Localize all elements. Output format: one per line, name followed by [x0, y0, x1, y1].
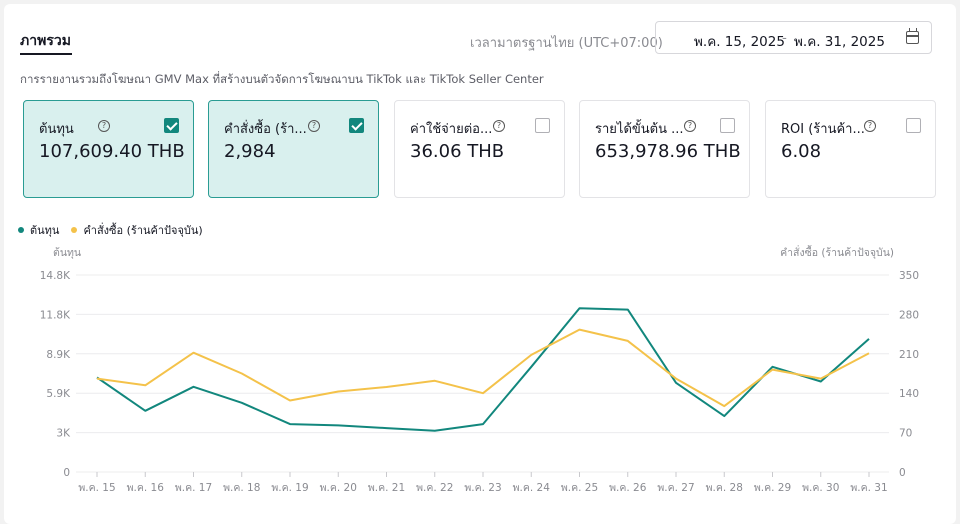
chart-legend: ต้นทุน คำสั่งซื้อ (ร้านค้าปัจจุบัน) [18, 221, 215, 239]
timezone-label: เวลามาตรฐานไทย (UTC+07:00) [470, 36, 663, 51]
metric-card-cost-per-order[interactable]: ค่าใช้จ่ายต่อ... ? 36.06 THB [394, 100, 565, 198]
y-right-tick-label: 350 [899, 270, 919, 282]
metric-label: รายได้ขั้นต้น ... [595, 122, 684, 137]
help-icon[interactable]: ? [493, 120, 505, 132]
metric-checkbox[interactable] [906, 118, 921, 133]
tab-underline [20, 53, 72, 55]
metric-checkbox[interactable] [349, 118, 364, 133]
metric-value: 107,609.40 THB [39, 141, 185, 162]
x-tick-label: พ.ค. 21 [368, 482, 405, 494]
metric-checkbox[interactable] [720, 118, 735, 133]
y-right-tick-label: 140 [899, 388, 919, 400]
y-left-tick-label: 14.8K [40, 270, 71, 282]
metric-value: 2,984 [224, 141, 276, 162]
y-right-tick-label: 70 [899, 428, 912, 440]
x-tick-label: พ.ค. 26 [609, 482, 647, 494]
metric-value: 6.08 [781, 141, 822, 162]
orders-series-line [96, 328, 870, 408]
metric-checkbox[interactable] [164, 118, 179, 133]
x-tick-label: พ.ค. 18 [223, 482, 260, 494]
x-tick-label: พ.ค. 20 [320, 482, 357, 494]
date-separator: - [782, 30, 787, 46]
calendar-icon[interactable] [906, 28, 919, 44]
x-tick-label: พ.ค. 25 [561, 482, 598, 494]
legend-item-cost[interactable]: ต้นทุน [18, 221, 59, 239]
metric-card-gross-revenue[interactable]: รายได้ขั้นต้น ... ? 653,978.96 THB [579, 100, 750, 198]
tab-overview[interactable]: ภาพรวม [20, 33, 71, 49]
x-tick-label: พ.ค. 29 [754, 482, 791, 494]
left-axis-title: ต้นทุน [53, 247, 82, 259]
y-left-tick-label: 11.8K [40, 309, 71, 321]
date-start[interactable]: พ.ค. 15, 2025 [694, 34, 785, 50]
y-right-tick-label: 210 [899, 349, 919, 361]
y-left-tick-label: 3K [56, 428, 71, 440]
x-tick-label: พ.ค. 27 [657, 482, 694, 494]
right-axis-title: คำสั่งซื้อ (ร้านค้าปัจจุบัน) [780, 247, 894, 259]
x-tick-label: พ.ค. 16 [127, 482, 165, 494]
x-tick-label: พ.ค. 19 [271, 482, 308, 494]
y-right-tick-label: 280 [899, 309, 919, 321]
y-left-tick-label: 8.9K [46, 349, 71, 361]
legend-item-orders[interactable]: คำสั่งซื้อ (ร้านค้าปัจจุบัน) [71, 221, 203, 239]
legend-dot-icon [71, 227, 78, 233]
y-right-tick-label: 0 [899, 467, 906, 479]
y-left-tick-label: 5.9K [46, 388, 71, 400]
metric-label: คำสั่งซื้อ (ร้า... [224, 122, 307, 137]
x-tick-label: พ.ค. 31 [850, 482, 887, 494]
x-tick-label: พ.ค. 22 [416, 482, 453, 494]
x-tick-label: พ.ค. 23 [464, 482, 501, 494]
cost-series-line [96, 307, 870, 432]
report-description: การรายงานรวมถึงโฆษณา GMV Max ที่สร้างบนต… [20, 72, 544, 86]
metric-card-cost[interactable]: ต้นทุน ? 107,609.40 THB [23, 100, 194, 198]
x-tick-label: พ.ค. 30 [802, 482, 839, 494]
metric-value: 36.06 THB [410, 141, 505, 162]
metric-card-roi[interactable]: ROI (ร้านค้า... ? 6.08 [765, 100, 936, 198]
help-icon[interactable]: ? [308, 120, 320, 132]
metric-label: ต้นทุน [39, 122, 74, 137]
metric-checkbox[interactable] [535, 118, 550, 133]
help-icon[interactable]: ? [684, 120, 696, 132]
metric-label: ROI (ร้านค้า... [781, 122, 865, 137]
x-tick-label: พ.ค. 28 [706, 482, 743, 494]
legend-dot-icon [18, 227, 24, 233]
y-left-tick-label: 0 [63, 467, 70, 479]
x-tick-label: พ.ค. 24 [513, 482, 551, 494]
metric-value: 653,978.96 THB [595, 141, 741, 162]
legend-label: คำสั่งซื้อ (ร้านค้าปัจจุบัน) [83, 224, 203, 237]
metric-label: ค่าใช้จ่ายต่อ... [410, 122, 493, 137]
help-icon[interactable]: ? [98, 120, 110, 132]
help-icon[interactable]: ? [864, 120, 876, 132]
x-tick-label: พ.ค. 15 [78, 482, 115, 494]
date-range-picker[interactable]: พ.ค. 15, 2025 - พ.ค. 31, 2025 [655, 21, 932, 54]
overview-panel [4, 4, 956, 524]
x-tick-label: พ.ค. 17 [175, 482, 212, 494]
metric-card-orders[interactable]: คำสั่งซื้อ (ร้า... ? 2,984 [208, 100, 379, 198]
legend-label: ต้นทุน [30, 224, 60, 237]
date-end[interactable]: พ.ค. 31, 2025 [794, 34, 885, 50]
